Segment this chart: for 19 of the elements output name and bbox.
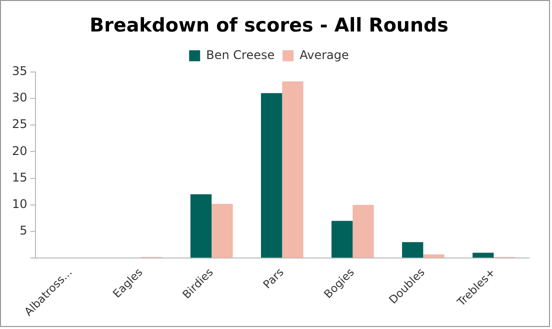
bar bbox=[282, 81, 304, 258]
y-tick-label: 20 bbox=[12, 144, 28, 158]
bar bbox=[402, 242, 424, 258]
bar bbox=[423, 254, 444, 258]
legend-label: Ben Creese bbox=[206, 48, 275, 62]
y-tick-label: 10 bbox=[12, 197, 28, 212]
bar bbox=[352, 204, 374, 258]
legend-label: Average bbox=[300, 48, 349, 62]
chart-title: Breakdown of scores - All Rounds bbox=[90, 14, 448, 36]
y-tick-label: 5 bbox=[20, 224, 28, 238]
y-tick-label: 30 bbox=[12, 90, 28, 105]
y-tick-label: 15 bbox=[12, 170, 28, 184]
y-tick-label: 35 bbox=[12, 64, 28, 78]
bar bbox=[332, 220, 353, 258]
bar bbox=[260, 93, 282, 258]
bar bbox=[190, 194, 212, 258]
bar bbox=[472, 252, 494, 258]
bar bbox=[212, 204, 233, 258]
y-tick-label: 25 bbox=[12, 117, 28, 132]
